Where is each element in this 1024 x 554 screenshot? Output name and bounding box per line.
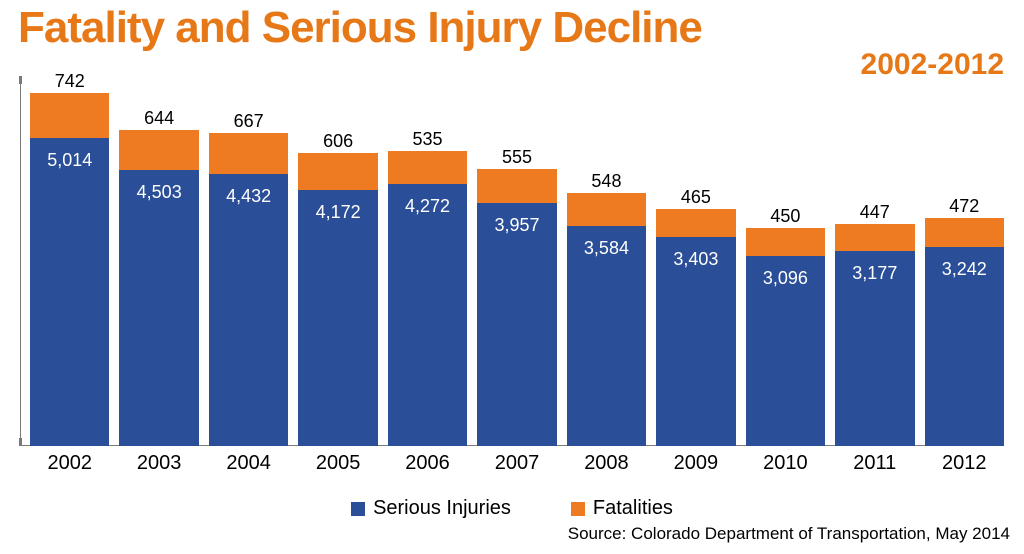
bar-label-serious-injuries: 5,014 xyxy=(30,150,109,171)
bar-label-serious-injuries: 3,242 xyxy=(925,259,1004,280)
bar-segment-serious-injuries: 4,172 xyxy=(298,190,377,446)
bar-label-fatalities: 606 xyxy=(298,131,377,152)
bar-label-fatalities: 548 xyxy=(567,171,646,192)
bar-segment-serious-injuries: 3,403 xyxy=(656,237,735,446)
bar-column: 742 5,014 xyxy=(30,93,109,446)
bar-segment-fatalities: 555 xyxy=(477,169,556,203)
x-axis-label: 2006 xyxy=(388,448,467,476)
bar-column: 555 3,957 xyxy=(477,169,556,446)
legend-swatch xyxy=(351,502,365,516)
bar-segment-serious-injuries: 4,272 xyxy=(388,184,467,446)
x-axis-label: 2005 xyxy=(298,448,377,476)
legend-item-serious-injuries: Serious Injuries xyxy=(351,497,511,520)
bar-column: 447 3,177 xyxy=(835,224,914,446)
chart-header: Fatality and Serious Injury Decline 2002… xyxy=(18,6,1006,82)
bar-segment-fatalities: 472 xyxy=(925,218,1004,247)
x-axis-label: 2010 xyxy=(746,448,825,476)
chart-plot-area: 742 5,014 644 4,503 667 4,432 606 4,172 535 4,272… xyxy=(20,84,1004,476)
bar-segment-fatalities: 742 xyxy=(30,93,109,139)
bar-column: 465 3,403 xyxy=(656,209,735,446)
x-axis-label: 2003 xyxy=(119,448,198,476)
x-axis-label: 2007 xyxy=(477,448,556,476)
bar-segment-serious-injuries: 5,014 xyxy=(30,138,109,446)
bar-label-fatalities: 644 xyxy=(119,108,198,129)
y-axis-line xyxy=(20,76,21,446)
bar-segment-fatalities: 535 xyxy=(388,151,467,184)
chart-legend: Serious Injuries Fatalities xyxy=(0,497,1024,520)
bar-label-serious-injuries: 4,272 xyxy=(388,196,467,217)
bar-segment-serious-injuries: 3,242 xyxy=(925,247,1004,446)
x-axis-label: 2012 xyxy=(925,448,1004,476)
bar-label-fatalities: 742 xyxy=(30,71,109,92)
bar-segment-serious-injuries: 4,432 xyxy=(209,174,288,446)
bar-label-fatalities: 447 xyxy=(835,202,914,223)
bar-label-serious-injuries: 3,177 xyxy=(835,263,914,284)
bar-segment-serious-injuries: 3,584 xyxy=(567,226,646,446)
bar-label-fatalities: 465 xyxy=(656,187,735,208)
bar-label-fatalities: 555 xyxy=(477,147,556,168)
bar-label-fatalities: 535 xyxy=(388,129,467,150)
x-axis-label: 2004 xyxy=(209,448,288,476)
bar-label-serious-injuries: 4,172 xyxy=(298,202,377,223)
bar-label-serious-injuries: 3,584 xyxy=(567,238,646,259)
bar-segment-fatalities: 667 xyxy=(209,133,288,174)
bar-segment-serious-injuries: 3,096 xyxy=(746,256,825,446)
chart-title: Fatality and Serious Injury Decline xyxy=(18,6,1006,50)
x-axis-labels: 2002 2003 2004 2005 2006 2007 2008 2009 2010 2011… xyxy=(30,448,1004,476)
source-attribution: Source: Colorado Department of Transport… xyxy=(568,524,1010,544)
bar-column: 644 4,503 xyxy=(119,130,198,446)
bar-label-serious-injuries: 3,096 xyxy=(746,268,825,289)
legend-swatch xyxy=(571,502,585,516)
bar-segment-serious-injuries: 3,177 xyxy=(835,251,914,446)
x-axis-label: 2009 xyxy=(656,448,735,476)
y-axis-tick xyxy=(19,76,22,84)
x-axis-label: 2002 xyxy=(30,448,109,476)
bar-label-fatalities: 450 xyxy=(746,206,825,227)
bar-label-serious-injuries: 3,403 xyxy=(656,249,735,270)
bar-segment-fatalities: 450 xyxy=(746,228,825,256)
bar-column: 606 4,172 xyxy=(298,153,377,446)
bar-column: 535 4,272 xyxy=(388,151,467,446)
bar-segment-fatalities: 465 xyxy=(656,209,735,238)
bar-label-fatalities: 667 xyxy=(209,111,288,132)
bar-column: 548 3,584 xyxy=(567,193,646,447)
legend-item-fatalities: Fatalities xyxy=(571,497,673,520)
bar-column: 667 4,432 xyxy=(209,133,288,446)
bar-label-serious-injuries: 4,503 xyxy=(119,182,198,203)
bar-segment-serious-injuries: 4,503 xyxy=(119,170,198,446)
bar-column: 450 3,096 xyxy=(746,228,825,446)
bar-label-serious-injuries: 4,432 xyxy=(209,186,288,207)
bar-label-fatalities: 472 xyxy=(925,196,1004,217)
legend-label: Serious Injuries xyxy=(373,497,511,520)
bar-segment-fatalities: 548 xyxy=(567,193,646,227)
bar-segment-fatalities: 644 xyxy=(119,130,198,170)
x-axis-label: 2008 xyxy=(567,448,646,476)
bar-column: 472 3,242 xyxy=(925,218,1004,446)
x-axis-label: 2011 xyxy=(835,448,914,476)
bar-segment-serious-injuries: 3,957 xyxy=(477,203,556,446)
chart-subtitle: 2002-2012 xyxy=(18,48,1006,82)
bar-segment-fatalities: 606 xyxy=(298,153,377,190)
bar-group: 742 5,014 644 4,503 667 4,432 606 4,172 535 4,272… xyxy=(30,84,1004,446)
bar-segment-fatalities: 447 xyxy=(835,224,914,251)
bar-label-serious-injuries: 3,957 xyxy=(477,215,556,236)
legend-label: Fatalities xyxy=(593,497,673,520)
